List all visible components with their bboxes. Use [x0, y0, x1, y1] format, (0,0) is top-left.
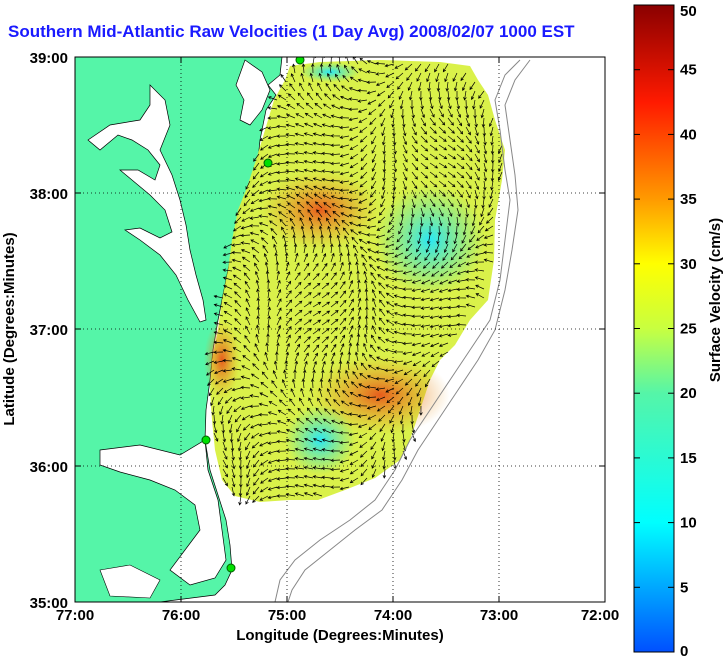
chesapeake-bay [87, 84, 207, 323]
colorbar-tick-label: 25 [680, 321, 697, 338]
colorbar [633, 4, 675, 653]
y-tick-label: 37:00 [30, 322, 68, 339]
radar-station [226, 563, 236, 573]
sound-inlet [99, 564, 161, 599]
bathymetry-contour [274, 59, 521, 602]
colorbar-tick-label: 5 [680, 579, 688, 596]
y-tick-label: 36:00 [30, 459, 68, 476]
colorbar-tick-label: 35 [680, 191, 697, 208]
y-tick-label: 35:00 [30, 595, 68, 612]
colorbar-tick-label: 50 [680, 3, 697, 20]
colorbar-tick-label: 40 [680, 126, 697, 143]
map-grid [75, 57, 605, 602]
delaware-bay [235, 59, 271, 126]
fast-current-north [260, 170, 380, 250]
x-tick-label: 74:00 [374, 607, 412, 624]
radar-station [201, 435, 211, 445]
x-tick-label: 73:00 [480, 607, 518, 624]
colorbar-tick-label: 20 [680, 385, 697, 402]
x-tick-label: 72:00 [581, 607, 619, 624]
y-axis-title: Latitude (Degrees:Minutes) [1, 232, 18, 425]
colorbar-label: Surface Velocity (cm/s) [707, 218, 724, 382]
axis-ticks [74, 56, 606, 603]
slow-current-north [300, 62, 360, 82]
slow-current-south [285, 405, 355, 475]
y-tick-label: 39:00 [30, 50, 68, 67]
colorbar-tick-label: 45 [680, 62, 697, 79]
colorbar-ticks: 0 5 10 15 20 25 30 35 40 45 50 [634, 3, 697, 659]
x-tick-label: 75:00 [268, 607, 306, 624]
velocity-field [210, 60, 505, 502]
x-tick-label: 77:00 [56, 607, 94, 624]
velocity-arrows [204, 57, 503, 506]
y-tick-label: 38:00 [30, 186, 68, 203]
radar-station [263, 158, 273, 168]
colorbar-tick-label: 0 [680, 643, 688, 659]
colorbar-tick-label: 30 [680, 256, 697, 273]
colorbar-tick-label: 15 [680, 450, 697, 467]
radar-station [295, 57, 305, 65]
bathymetry-contour [287, 59, 531, 602]
x-tick-label: 76:00 [162, 607, 200, 624]
x-axis-title: Longitude (Degrees:Minutes) [236, 627, 444, 644]
map-title: Southern Mid-Atlantic Raw Velocities (1 … [8, 22, 575, 41]
colorbar-tick-label: 10 [680, 515, 697, 532]
velocity-arrow-set [204, 57, 503, 506]
